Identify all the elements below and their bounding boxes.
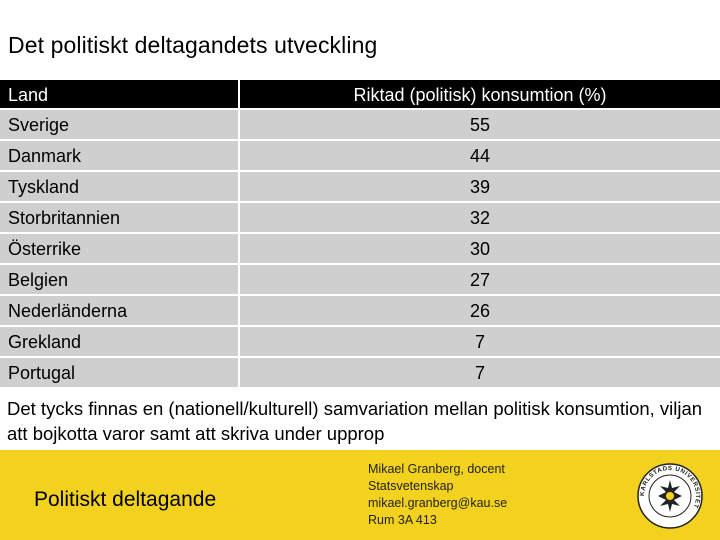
country-cell: Portugal	[8, 363, 76, 383]
value-cell: 44	[238, 141, 720, 170]
country-cell: Sverige	[8, 115, 70, 135]
country-cell: Nederländerna	[8, 301, 128, 321]
summary-note: Det tycks finnas en (nationell/kulturell…	[7, 398, 703, 444]
country-cell: Tyskland	[8, 177, 80, 197]
table-row: Storbritannien 32	[0, 201, 720, 232]
table-row: Danmark 44	[0, 139, 720, 170]
footer-title: Politiskt deltagande	[34, 488, 217, 511]
value-cell: 7	[238, 358, 720, 387]
table-row: Portugal 7	[0, 356, 720, 387]
table-row: Nederländerna 26	[0, 294, 720, 325]
contact-department: Statsvetenskap	[368, 479, 454, 493]
footer-band: Politiskt deltagande Mikael Granberg, do…	[0, 450, 720, 540]
header-value: Riktad (politisk) konsumtion (%)	[238, 80, 720, 108]
value-cell: 7	[238, 327, 720, 356]
header-country: Land	[8, 85, 49, 105]
value-cell: 27	[238, 265, 720, 294]
university-seal-logo: KARLSTADS UNIVERSITET	[637, 463, 703, 529]
country-cell: Österrike	[8, 239, 82, 259]
contact-name: Mikael Granberg, docent	[368, 462, 505, 476]
table-row: Sverige 55	[0, 108, 720, 139]
country-cell: Danmark	[8, 146, 82, 166]
value-cell: 26	[238, 296, 720, 325]
value-cell: 32	[238, 203, 720, 232]
value-cell: 39	[238, 172, 720, 201]
table-header: Land Riktad (politisk) konsumtion (%)	[0, 80, 720, 108]
country-cell: Storbritannien	[8, 208, 121, 228]
value-cell: 55	[238, 110, 720, 139]
contact-info: Mikael Granberg, docent Statsvetenskap m…	[368, 461, 507, 529]
contact-room: Rum 3A 413	[368, 513, 437, 527]
table-row: Belgien 27	[0, 263, 720, 294]
table-row: Tyskland 39	[0, 170, 720, 201]
table-row: Österrike 30	[0, 232, 720, 263]
value-cell: 30	[238, 234, 720, 263]
country-cell: Grekland	[8, 332, 82, 352]
data-table: Land Riktad (politisk) konsumtion (%) Sv…	[0, 80, 720, 387]
country-cell: Belgien	[8, 270, 69, 290]
contact-email: mikael.granberg@kau.se	[368, 496, 508, 510]
page-title: Det politiskt deltagandets utveckling	[8, 32, 378, 58]
table-row: Grekland 7	[0, 325, 720, 356]
